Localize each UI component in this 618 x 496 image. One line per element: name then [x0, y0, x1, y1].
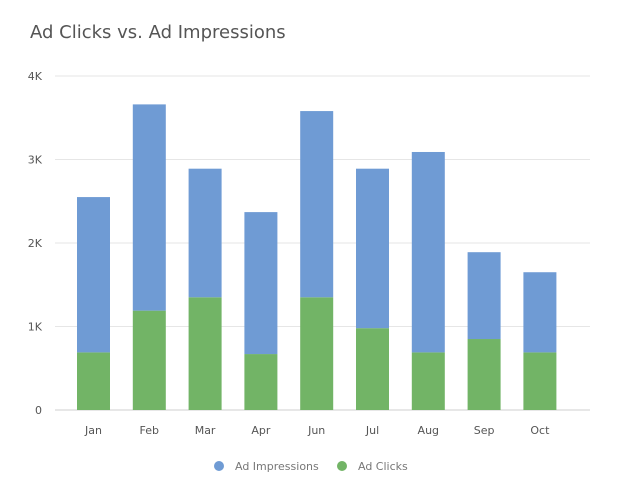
y-axis-ticks: 0 1K 2K 3K 4K	[28, 70, 43, 417]
x-tick-label: Sep	[474, 424, 495, 437]
bar-ad-clicks	[411, 352, 445, 410]
x-tick-label: Jan	[84, 424, 102, 437]
bar-ad-clicks	[300, 297, 334, 410]
bar-ad-impressions	[77, 197, 110, 353]
bar-ad-impressions	[523, 272, 557, 353]
y-tick-label: 4K	[28, 70, 43, 83]
legend-label: Ad Clicks	[358, 460, 408, 473]
bar-ad-clicks	[132, 310, 166, 410]
bar-ad-impressions	[188, 168, 222, 298]
x-tick-label: Jul	[365, 424, 379, 437]
bar-ad-clicks	[77, 352, 110, 410]
bar-ad-clicks	[523, 352, 557, 410]
bar-ad-clicks	[467, 339, 501, 410]
legend: Ad Impressions Ad Clicks	[214, 460, 408, 473]
y-tick-label: 2K	[28, 237, 43, 250]
bars	[77, 104, 557, 410]
x-tick-label: Apr	[251, 424, 271, 437]
bar-ad-impressions	[132, 104, 166, 311]
bar-ad-clicks	[188, 297, 222, 410]
x-tick-label: Aug	[418, 424, 439, 437]
x-tick-label: Oct	[530, 424, 550, 437]
legend-label: Ad Impressions	[235, 460, 319, 473]
y-tick-label: 1K	[28, 321, 43, 334]
bar-ad-impressions	[411, 151, 445, 353]
bar-ad-impressions	[244, 212, 278, 355]
x-tick-label: Jun	[307, 424, 325, 437]
legend-swatch	[337, 461, 347, 471]
y-tick-label: 3K	[28, 154, 43, 167]
bar-ad-impressions	[300, 111, 334, 298]
x-axis-ticks: Jan Feb Mar Apr Jun Jul Aug Sep Oct	[84, 424, 550, 437]
bar-ad-clicks	[356, 328, 389, 410]
bar-ad-clicks	[244, 354, 278, 410]
bar-ad-impressions	[467, 252, 501, 340]
bar-ad-impressions	[356, 168, 389, 329]
y-tick-label: 0	[35, 404, 42, 417]
legend-swatch	[214, 461, 224, 471]
x-tick-label: Feb	[140, 424, 159, 437]
chart-title: Ad Clicks vs. Ad Impressions	[30, 22, 286, 43]
x-tick-label: Mar	[195, 424, 216, 437]
